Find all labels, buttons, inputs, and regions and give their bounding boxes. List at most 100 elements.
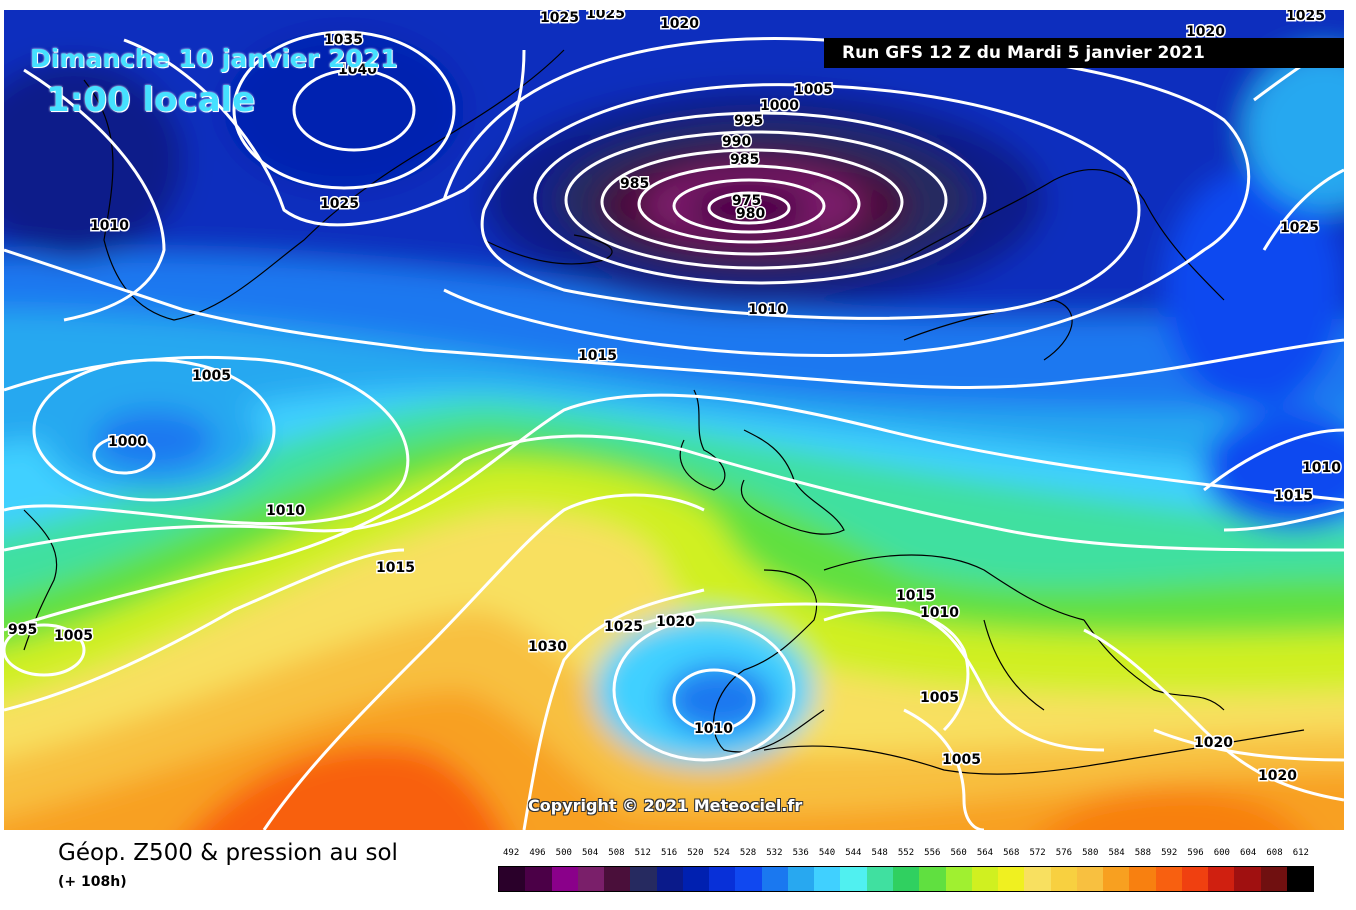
color-scale-label: 496: [529, 848, 546, 858]
isobar-label: 1015: [896, 588, 935, 604]
isobar-label: 1015: [578, 348, 617, 364]
color-scale-label: 512: [634, 848, 651, 858]
color-scale-swatch: [1208, 867, 1235, 891]
color-scale-swatch: [919, 867, 946, 891]
color-scale-swatch: [998, 867, 1025, 891]
color-scale-label: 504: [581, 848, 599, 858]
color-scale-label: 528: [739, 848, 757, 858]
isobar-label: 1025: [604, 619, 643, 635]
isobar-label: 1030: [528, 639, 567, 655]
isobar-label: 1010: [266, 503, 305, 519]
color-scale-swatch: [1129, 867, 1156, 891]
forecast-lead-time: (+ 108h): [58, 874, 127, 890]
color-scale-swatch: [1076, 867, 1104, 891]
color-scale-label: 552: [897, 848, 915, 858]
isobar-label: 1040: [338, 62, 377, 78]
isobar-label: 1020: [1258, 768, 1297, 784]
color-scale-swatch: [945, 867, 972, 891]
color-scale-label: 516: [660, 848, 678, 858]
color-scale-label: 580: [1082, 848, 1099, 858]
isobar-label: 1010: [920, 605, 959, 621]
color-scale-label: 612: [1292, 848, 1309, 858]
isobar-label: 1020: [1194, 735, 1233, 751]
color-scale-label: 608: [1266, 848, 1283, 858]
color-scale-label: 492: [503, 848, 520, 858]
isobar-label: 1020: [656, 614, 695, 630]
color-scale-swatch: [761, 867, 788, 891]
isobar-label: 985: [730, 152, 759, 168]
forecast-time: 1:00 locale: [46, 80, 256, 120]
isobar-labels: 1035 1040 1025 1025 1020 1005 1000 995 9…: [7, 10, 1343, 786]
color-scale-swatch: [525, 867, 552, 891]
color-scale-swatch: [1260, 867, 1287, 891]
color-scale-label: 536: [792, 848, 809, 858]
isobar-label: 1025: [320, 196, 359, 212]
color-scale-label: 548: [871, 848, 888, 858]
isobar-label: 1000: [108, 434, 147, 450]
color-scale-label: 588: [1134, 848, 1152, 858]
isobar-label: 1020: [1186, 24, 1225, 40]
color-scale-swatch: [1024, 867, 1051, 891]
color-scale-swatch: [892, 867, 920, 891]
isobar-label: 1025: [1286, 10, 1325, 24]
isobar-label: 990: [722, 134, 751, 150]
color-scale-label: 500: [555, 848, 572, 858]
map-title: Géop. Z500 & pression au sol: [58, 840, 398, 866]
isobar-label: 995: [734, 113, 763, 129]
color-scale-swatch: [971, 867, 999, 891]
isobar-label: 1015: [376, 560, 415, 576]
color-scale-swatch: [1181, 867, 1209, 891]
color-scale-label: 568: [1003, 848, 1020, 858]
isobar-label: 1000: [760, 98, 799, 114]
isobar-label: 985: [620, 176, 649, 192]
color-scale-label: 524: [713, 848, 730, 858]
isobar-label: 1005: [54, 628, 93, 644]
isobar-label: 1005: [192, 368, 231, 384]
isobar-label: 1020: [660, 16, 699, 32]
color-scale-label: 532: [766, 848, 783, 858]
isobar-label: 1025: [1280, 220, 1319, 236]
color-scale-label: 572: [1029, 848, 1046, 858]
color-scale-label: 556: [924, 848, 941, 858]
isobar-label: 1010: [90, 218, 129, 234]
run-banner: Run GFS 12 Z du Mardi 5 janvier 2021: [824, 38, 1344, 68]
color-scale-swatch: [866, 867, 893, 891]
color-scale-swatch: [551, 867, 578, 891]
geopotential-field: 1035 1040 1025 1025 1020 1005 1000 995 9…: [4, 10, 1344, 830]
color-scale-bar: [498, 866, 1314, 892]
color-scale-swatch: [1286, 867, 1314, 891]
color-scale-swatch: [709, 867, 736, 891]
color-scale-labels: 492 496 500 504 508 512 516 520 524 528 532 536 540 5…: [496, 848, 1316, 862]
coastlines: [23, 49, 1305, 775]
color-scale-swatch: [630, 867, 657, 891]
color-scale-label: 600: [1213, 848, 1230, 858]
color-scale-label: 560: [950, 848, 967, 858]
isobar-label: 980: [736, 206, 765, 222]
color-scale-swatch: [499, 867, 526, 891]
isobar-label: 1025: [586, 10, 625, 22]
copyright-label: Copyright © 2021 Meteociel.fr: [528, 796, 803, 815]
color-scale-label: 584: [1108, 848, 1125, 858]
color-scale-label: 604: [1240, 848, 1257, 858]
color-scale-swatch: [1155, 867, 1182, 891]
color-scale-swatch: [787, 867, 815, 891]
isobar-label: 1005: [942, 752, 981, 768]
isobar-label: 1025: [540, 10, 579, 26]
isobar-label: 1010: [694, 721, 733, 737]
color-scale-label: 508: [608, 848, 625, 858]
color-scale-label: 540: [818, 848, 836, 858]
color-scale-swatch: [682, 867, 710, 891]
weather-map: 1035 1040 1025 1025 1020 1005 1000 995 9…: [4, 10, 1344, 830]
isobar-label: 1015: [1274, 488, 1313, 504]
color-scale-label: 544: [845, 848, 862, 858]
color-scale-swatch: [1050, 867, 1077, 891]
color-scale-swatch: [656, 867, 683, 891]
color-scale-swatch: [1234, 867, 1261, 891]
color-scale-label: 564: [976, 848, 994, 858]
isobar-label: 975: [732, 193, 761, 209]
isobar-label: 1035: [324, 32, 363, 48]
isobar-label: 1010: [748, 302, 787, 318]
isobar-label: 995: [8, 622, 37, 638]
color-scale-swatch: [814, 867, 841, 891]
color-scale-swatch: [840, 867, 867, 891]
